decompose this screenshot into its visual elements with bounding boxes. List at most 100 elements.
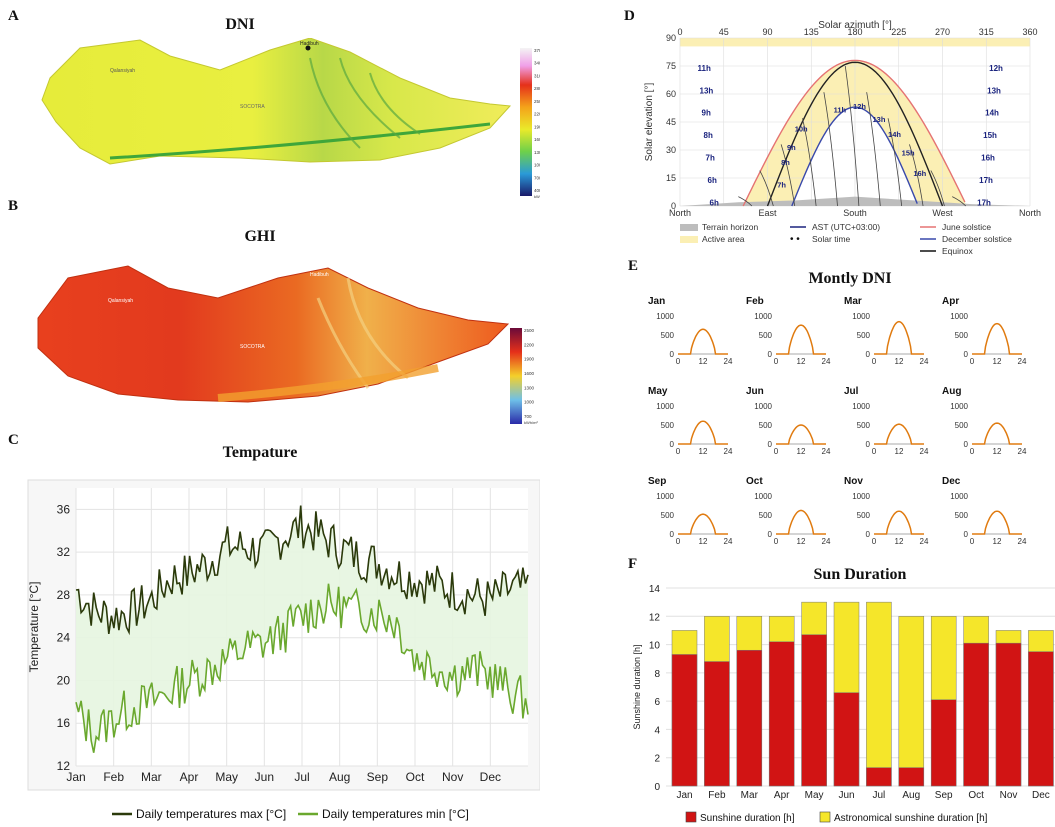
month-label: Dec	[942, 476, 961, 487]
x-tick-label: 24	[724, 357, 733, 366]
y-tick-label: 1000	[950, 402, 968, 411]
dni-curve	[972, 510, 1022, 535]
ghi-legend-bar	[510, 328, 522, 424]
y-tick-label: 0	[964, 530, 969, 539]
x-tick-label: Feb	[708, 790, 726, 801]
x-tick-label: Oct	[406, 770, 425, 784]
x-tick-label: 0	[774, 447, 779, 456]
x-tick-label: Nov	[1000, 790, 1018, 801]
month-label: Jul	[844, 386, 859, 397]
x-tick-label: 0	[676, 357, 681, 366]
hour-curve	[930, 170, 945, 207]
legend-label: June solstice	[942, 222, 991, 232]
sun-duration-chart: 0 2 4 6 8 10 12 14 Sunshine duration [h] Jan Feb Ma…	[632, 584, 1055, 824]
y-tick-label: 32	[57, 545, 71, 559]
y-tick-label: 30	[666, 145, 676, 155]
ghi-map-title: GHI	[244, 228, 276, 245]
x-tick-label: Aug	[902, 790, 920, 801]
hour-label: 13h	[873, 115, 886, 124]
hour-label: 6h	[708, 176, 717, 185]
x-tick-label: 12	[699, 537, 708, 546]
y-tick-label: 0	[866, 530, 871, 539]
sun-duration-title: Sun Duration	[813, 566, 907, 583]
month-label: Jun	[746, 386, 764, 397]
x-tick-label: 12	[895, 357, 904, 366]
hour-label: 8h	[704, 131, 713, 140]
x-tick-label: 0	[676, 447, 681, 456]
legend-tick-label: 1000	[534, 163, 540, 168]
panel-letter-f: F	[628, 556, 638, 572]
y-tick-label: 1000	[950, 492, 968, 501]
y-tick-label: 500	[661, 511, 675, 520]
x-tick-label: Jun	[838, 790, 854, 801]
monthly-dni-grid: Jan 0 500 1000 0 12 24 Feb 0 500 1000 0 12 24 Mar 0 500 1…	[648, 296, 1027, 546]
legend-tick-label: 3400	[534, 61, 540, 66]
x-tick-label: 24	[920, 447, 929, 456]
hour-label: 6h	[710, 198, 719, 207]
dni-curve	[776, 424, 826, 445]
legend-label: Active area	[702, 234, 745, 244]
sunshine-duration-bar	[898, 767, 925, 787]
y-tick-label: 14	[649, 584, 661, 595]
x-tick-label: 0	[970, 357, 975, 366]
hour-label: 16h	[913, 169, 926, 178]
hour-curve	[738, 196, 753, 207]
y-tick-label: 60	[666, 89, 676, 99]
legend-tick-label: 1900	[524, 357, 535, 362]
socotra-island-shape	[37, 265, 510, 403]
legend-tick-label: 1300	[534, 150, 540, 155]
x-tick-label: 0	[774, 537, 779, 546]
panel-letter-a: A	[8, 8, 19, 24]
y-tick-label: 75	[666, 61, 676, 71]
y-tick-label: 0	[964, 350, 969, 359]
y-tick-label: 0	[670, 530, 675, 539]
y-tick-label: 0	[671, 201, 676, 211]
x-tick-label: 24	[920, 357, 929, 366]
hour-label: 15h	[902, 149, 915, 158]
monthly-dni-title: Montly DNI	[808, 270, 892, 287]
x-tick-label: 24	[1018, 447, 1027, 456]
panel-letter-e: E	[628, 258, 639, 274]
month-label: Apr	[942, 296, 959, 307]
y-tick-label: 45	[666, 117, 676, 127]
y-axis-label: Solar elevation [°]	[644, 83, 655, 162]
hour-label: 15h	[983, 131, 997, 140]
sun-path-line	[742, 59, 966, 207]
x-tick-label: 24	[822, 537, 831, 546]
x-tick-label: 12	[895, 447, 904, 456]
x-tick-label: 12	[797, 537, 806, 546]
dni-curve	[678, 328, 728, 355]
hour-curve	[844, 65, 860, 207]
x-tick-label: 24	[724, 537, 733, 546]
x-tick-label: 0	[970, 537, 975, 546]
legend-swatch	[680, 224, 698, 231]
month-label: Mar	[844, 296, 862, 307]
x-tick-label: Jul	[873, 790, 886, 801]
x-axis-label: Solar azimuth [°]	[818, 20, 892, 31]
legend-tick-label: 700	[534, 175, 540, 180]
y-tick-label: 20	[57, 673, 71, 687]
y-tick-label: 12	[649, 612, 661, 623]
hour-label: 14h	[985, 109, 999, 118]
month-label: Nov	[844, 476, 863, 487]
hour-curve	[802, 118, 817, 207]
legend-tick-label: 1300	[524, 385, 535, 390]
x-tick-label: Aug	[329, 770, 350, 784]
sun-path-chart: Solar azimuth [°] Solar elevation [°] 0 45 9…	[644, 20, 1041, 256]
hour-curve	[759, 170, 774, 207]
x-tick-label: 12	[699, 447, 708, 456]
hour-curve	[909, 144, 924, 207]
legend-tick-label: 400	[534, 188, 540, 193]
astronomical-sunshine-bar	[866, 601, 892, 787]
x-tick-label: 12	[797, 357, 806, 366]
y-tick-label: 0	[768, 530, 773, 539]
hour-label: 12h	[989, 64, 1003, 73]
y-tick-label: 0	[670, 350, 675, 359]
legend-tick-label: 2800	[534, 86, 540, 91]
legend-unit-label: kWh/m²	[534, 194, 540, 198]
sunshine-duration-bar	[833, 692, 860, 787]
sunshine-duration-bar	[671, 654, 698, 787]
legend-tick-label: 3100	[534, 73, 540, 78]
sunshine-duration-bar	[768, 641, 795, 787]
legend-swatch	[685, 811, 697, 823]
